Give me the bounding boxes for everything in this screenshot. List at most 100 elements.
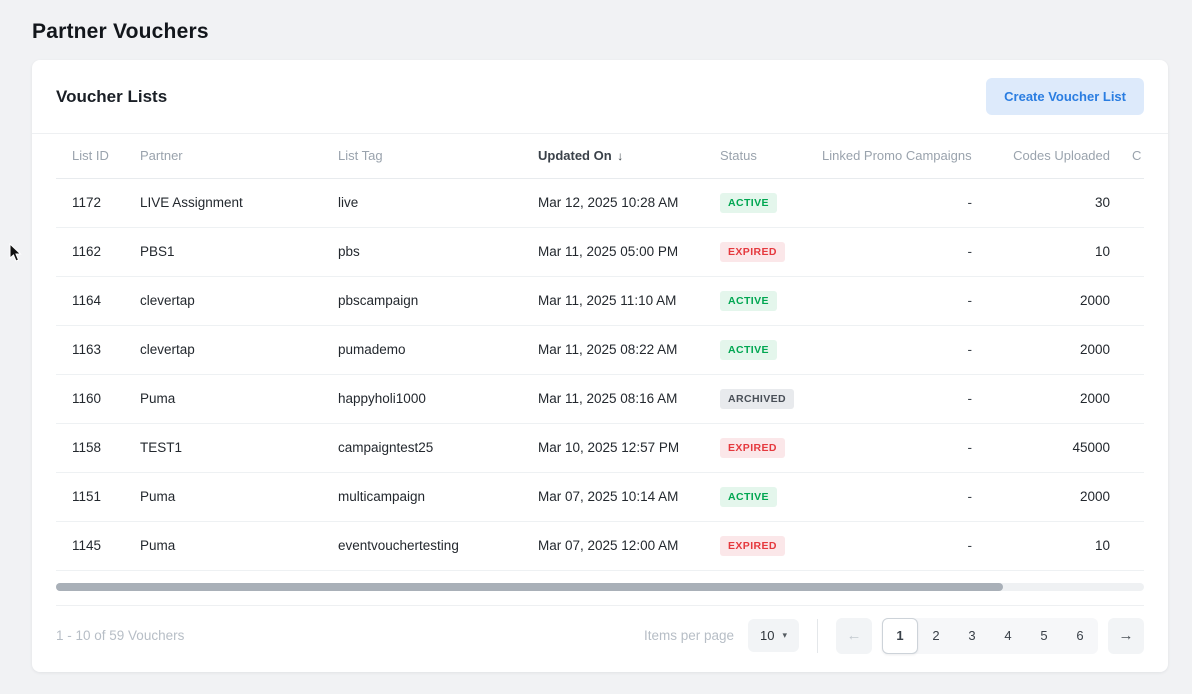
items-per-page-select[interactable]: 10 ▾: [748, 619, 799, 652]
column-header-status[interactable]: Status: [712, 134, 814, 179]
card-title: Voucher Lists: [56, 86, 168, 106]
cell-status: EXPIRED: [712, 227, 814, 277]
items-per-page-label: Items per page: [643, 628, 734, 643]
cell-clipped: [1124, 227, 1144, 277]
cell-list-id: 1158: [56, 423, 132, 473]
column-header-linked-promo[interactable]: Linked Promo Campaigns: [814, 134, 996, 179]
cell-clipped: [1124, 521, 1144, 571]
chevron-down-icon: ▾: [782, 630, 787, 640]
column-header-codes-uploaded[interactable]: Codes Uploaded: [996, 134, 1124, 179]
column-header-partner[interactable]: Partner: [132, 134, 330, 179]
page-button-5[interactable]: 5: [1026, 618, 1062, 654]
cell-updated-on: Mar 07, 2025 10:14 AM: [530, 472, 712, 522]
card-header: Voucher Lists Create Voucher List: [32, 60, 1168, 134]
sort-desc-icon[interactable]: ↓: [617, 149, 624, 164]
voucher-lists-card: Voucher Lists Create Voucher List List I…: [32, 60, 1168, 672]
table-row[interactable]: 1164 clevertap pbscampaign Mar 11, 2025 …: [56, 276, 1144, 326]
cell-list-tag: pbscampaign: [330, 276, 530, 326]
cell-list-id: 1160: [56, 374, 132, 424]
column-header-updated-on-label: Updated On: [538, 148, 612, 164]
cell-linked-promo: -: [814, 325, 996, 375]
cell-partner: Puma: [132, 374, 330, 424]
status-badge: EXPIRED: [720, 437, 785, 458]
cell-clipped: [1124, 423, 1144, 473]
status-badge: EXPIRED: [720, 535, 785, 556]
status-badge: EXPIRED: [720, 241, 785, 262]
column-header-list-tag[interactable]: List Tag: [330, 134, 530, 179]
page-button-3[interactable]: 3: [954, 618, 990, 654]
cell-partner: Puma: [132, 472, 330, 522]
cell-codes-uploaded: 2000: [996, 276, 1124, 326]
cell-list-tag: live: [330, 178, 530, 228]
cell-list-id: 1162: [56, 227, 132, 277]
cell-list-tag: happyholi1000: [330, 374, 530, 424]
cell-codes-uploaded: 45000: [996, 423, 1124, 473]
cell-codes-uploaded: 2000: [996, 374, 1124, 424]
cell-codes-uploaded: 10: [996, 521, 1124, 571]
cell-codes-uploaded: 2000: [996, 325, 1124, 375]
table-row[interactable]: 1151 Puma multicampaign Mar 07, 2025 10:…: [56, 472, 1144, 522]
cell-list-id: 1172: [56, 178, 132, 228]
page-title: Partner Vouchers: [32, 20, 209, 43]
cell-clipped: [1124, 178, 1144, 228]
table-body: 1172 LIVE Assignment live Mar 12, 2025 1…: [56, 178, 1144, 571]
items-per-page-value: 10: [760, 628, 775, 643]
cell-list-id: 1163: [56, 325, 132, 375]
page-button-6[interactable]: 6: [1062, 618, 1098, 654]
create-voucher-list-button[interactable]: Create Voucher List: [986, 78, 1144, 115]
cell-status: EXPIRED: [712, 423, 814, 473]
cell-status: ARCHIVED: [712, 374, 814, 424]
cell-clipped: [1124, 472, 1144, 522]
cell-clipped: [1124, 374, 1144, 424]
column-header-updated-on[interactable]: Updated On ↓: [530, 134, 712, 179]
result-count: 1 - 10 of 59 Vouchers: [56, 628, 185, 643]
cell-list-tag: campaigntest25: [330, 423, 530, 473]
table-row[interactable]: 1163 clevertap pumademo Mar 11, 2025 08:…: [56, 325, 1144, 375]
cell-list-id: 1164: [56, 276, 132, 326]
table-row[interactable]: 1160 Puma happyholi1000 Mar 11, 2025 08:…: [56, 374, 1144, 424]
table-header-row: List ID Partner List Tag Updated On ↓ St…: [56, 134, 1144, 179]
cell-status: ACTIVE: [712, 472, 814, 522]
cell-linked-promo: -: [814, 276, 996, 326]
cell-partner: TEST1: [132, 423, 330, 473]
status-badge: ACTIVE: [720, 192, 777, 213]
horizontal-scrollbar-track[interactable]: [56, 582, 1144, 591]
status-badge: ACTIVE: [720, 290, 777, 311]
cell-linked-promo: -: [814, 423, 996, 473]
mouse-cursor: [9, 243, 22, 262]
table-row[interactable]: 1172 LIVE Assignment live Mar 12, 2025 1…: [56, 178, 1144, 228]
column-header-clipped[interactable]: C: [1124, 134, 1144, 179]
page-button-1[interactable]: 1: [882, 617, 918, 654]
cell-list-tag: eventvouchertesting: [330, 521, 530, 571]
cell-codes-uploaded: 2000: [996, 472, 1124, 522]
page-button-4[interactable]: 4: [990, 618, 1026, 654]
cell-updated-on: Mar 11, 2025 05:00 PM: [530, 227, 712, 277]
status-badge: ACTIVE: [720, 486, 777, 507]
footer-divider: [817, 618, 818, 653]
cell-list-id: 1145: [56, 521, 132, 571]
cell-linked-promo: -: [814, 227, 996, 277]
cell-updated-on: Mar 11, 2025 08:16 AM: [530, 374, 712, 424]
page-button-2[interactable]: 2: [918, 618, 954, 654]
cell-updated-on: Mar 12, 2025 10:28 AM: [530, 178, 712, 228]
table-row[interactable]: 1162 PBS1 pbs Mar 11, 2025 05:00 PM EXPI…: [56, 227, 1144, 277]
column-header-list-id[interactable]: List ID: [56, 134, 132, 179]
cell-linked-promo: -: [814, 178, 996, 228]
cell-clipped: [1124, 276, 1144, 326]
cell-list-id: 1151: [56, 472, 132, 522]
voucher-table: List ID Partner List Tag Updated On ↓ St…: [56, 134, 1144, 571]
table-row[interactable]: 1145 Puma eventvouchertesting Mar 07, 20…: [56, 521, 1144, 571]
previous-page-button[interactable]: ←: [836, 617, 872, 654]
status-badge: ACTIVE: [720, 339, 777, 360]
cell-updated-on: Mar 10, 2025 12:57 PM: [530, 423, 712, 473]
cell-linked-promo: -: [814, 374, 996, 424]
cell-codes-uploaded: 30: [996, 178, 1124, 228]
next-page-button[interactable]: →: [1108, 617, 1144, 654]
cell-linked-promo: -: [814, 472, 996, 522]
cell-partner: LIVE Assignment: [132, 178, 330, 228]
cell-codes-uploaded: 10: [996, 227, 1124, 277]
horizontal-scrollbar-thumb[interactable]: [56, 582, 1003, 591]
table-row[interactable]: 1158 TEST1 campaigntest25 Mar 10, 2025 1…: [56, 423, 1144, 473]
cell-list-tag: pumademo: [330, 325, 530, 375]
